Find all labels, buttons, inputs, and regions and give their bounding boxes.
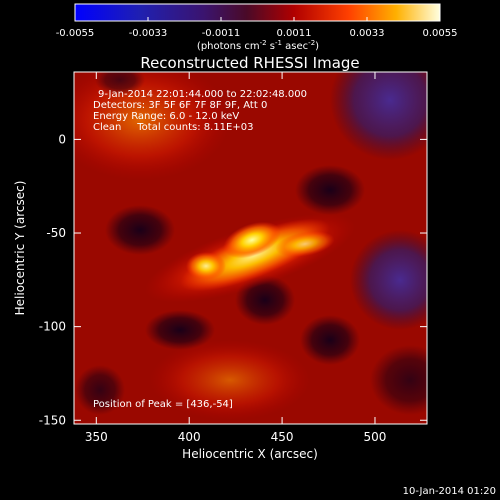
timestamp: 10-Jan-2014 01:20 [403,486,496,497]
colorbar-unit-label: (photons cm-2 s-1 asec-2) [197,39,319,52]
colorbar-ticks: -0.0055 -0.0033 -0.0011 0.0011 0.0033 0.0055 [56,17,458,39]
colorbar-tick-label: -0.0011 [202,28,241,39]
y-tick-label: -150 [39,413,66,427]
y-axis-label: Heliocentric Y (arcsec) [13,181,27,316]
colorbar-tick-label: 0.0011 [277,28,312,39]
x-tick-label: 500 [364,430,387,444]
annotation-energy: Energy Range: 6.0 - 12.0 keV [93,111,239,122]
x-axis-label: Heliocentric X (arcsec) [182,447,318,461]
y-axis-ticks: 0 -50 -100 -150 [39,132,427,427]
colorbar-tick-label: -0.0055 [56,28,95,39]
x-tick-label: 450 [271,430,294,444]
x-tick-label: 400 [178,430,201,444]
colorbar [74,3,441,22]
annotation-time: 9-Jan-2014 22:01:44.000 to 22:02:48.000 [98,89,307,100]
y-tick-label: -50 [46,226,66,240]
x-axis-ticks: 350 400 450 500 [85,72,387,444]
peak-position-label: Position of Peak = [436,-54] [93,399,233,410]
colorbar-tick-label: 0.0055 [423,28,458,39]
annotation-clean: Clean Total counts: 8.11E+03 [93,122,253,133]
colorbar-tick-label: -0.0033 [129,28,168,39]
chart-title: Reconstructed RHESSI Image [140,54,359,72]
annotation-detectors: Detectors: 3F 5F 6F 7F 8F 9F, Att 0 [93,100,267,111]
heatmap-image [74,72,427,424]
y-tick-label: -100 [39,320,66,334]
plot-frame [73,71,428,425]
colorbar-tick-label: 0.0033 [350,28,385,39]
x-tick-label: 350 [85,430,108,444]
y-tick-label: 0 [58,132,66,146]
